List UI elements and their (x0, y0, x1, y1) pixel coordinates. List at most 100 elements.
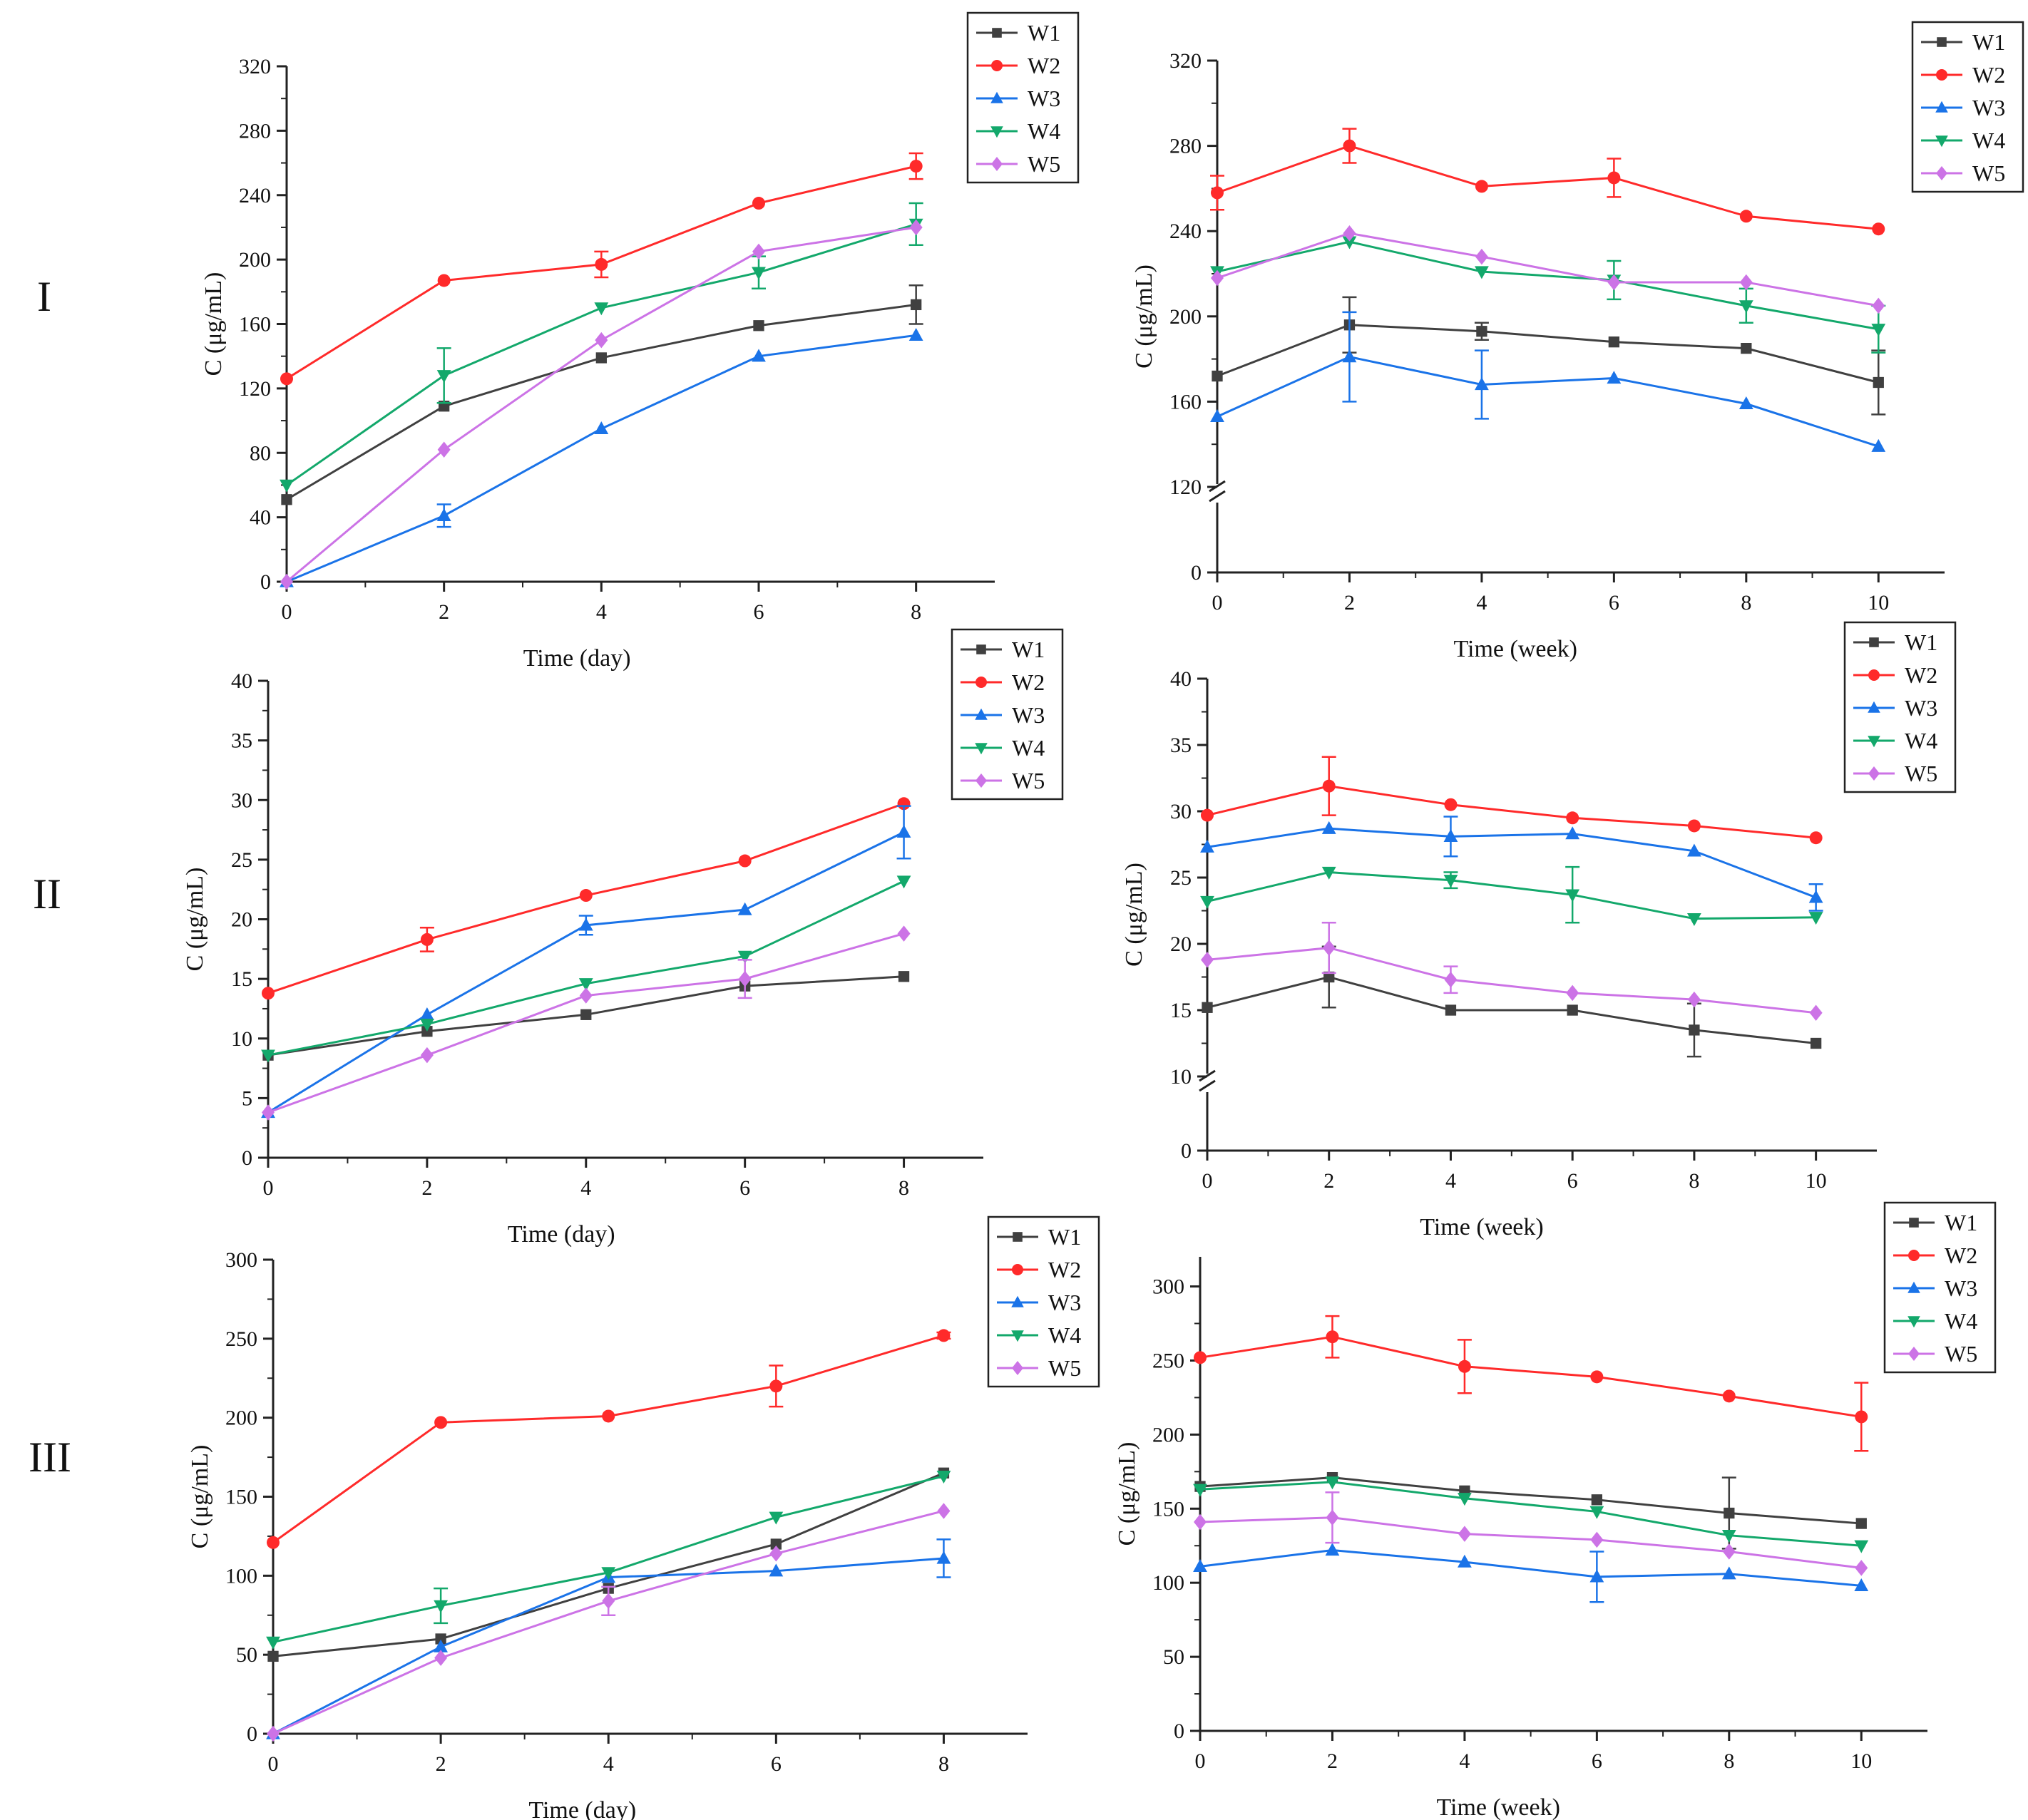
data-point (911, 299, 922, 311)
y-axis-label: C (μg/mL) (200, 272, 227, 376)
series-line (1217, 324, 1879, 384)
data-point (1607, 371, 1622, 384)
legend-marker (1011, 1295, 1024, 1307)
legend-marker (975, 708, 988, 720)
chart-II-day: 0 2 4 6 8 0 5 10 15 20 25 30 35 40 Time (day) C (μg/mL)… (182, 628, 1064, 1248)
legend-marker (1907, 1316, 1920, 1328)
data-point (1809, 831, 1823, 845)
legend-label: W5 (1972, 160, 2005, 186)
series-W2 (1201, 756, 1823, 845)
data-point (420, 932, 434, 946)
y-tick-label: 0 (1191, 561, 1202, 585)
legend-marker (975, 677, 987, 688)
data-point (769, 1563, 784, 1577)
y-tick-label: 0 (247, 1722, 257, 1746)
legend-label: W2 (1945, 1243, 1977, 1268)
series-W4 (1200, 865, 1823, 927)
y-tick-label: 0 (1174, 1719, 1184, 1743)
x-tick-label: 8 (1724, 1749, 1734, 1773)
axis-break-mark (1209, 490, 1226, 503)
data-point (602, 1409, 615, 1423)
data-point (419, 1019, 434, 1032)
x-tick-label: 4 (580, 1176, 591, 1200)
data-point (1687, 913, 1701, 927)
legend: W1 W2 W3 W4 W5 (987, 1215, 1100, 1388)
data-point (1325, 1476, 1340, 1490)
data-point (752, 197, 765, 210)
data-point (1872, 297, 1885, 314)
legend-marker (1908, 1347, 1920, 1361)
series-W5 (267, 1503, 951, 1742)
legend-marker (976, 644, 986, 654)
y-tick-label: 150 (225, 1486, 257, 1509)
y-tick-label: 300 (1152, 1275, 1184, 1299)
data-point (737, 902, 752, 915)
legend-label: W3 (1028, 86, 1060, 111)
data-point (1342, 349, 1357, 363)
x-tick-label: 4 (596, 600, 607, 624)
y-tick-label: 300 (225, 1248, 257, 1272)
y-tick-label: 30 (231, 788, 252, 812)
data-point (1343, 139, 1356, 153)
series-line (1217, 240, 1879, 331)
data-point (1808, 912, 1823, 925)
data-point (1211, 186, 1224, 200)
data-point (1445, 1004, 1457, 1016)
legend-label: W3 (1012, 702, 1045, 728)
row-label-II: II (33, 870, 61, 917)
series-W2 (280, 152, 923, 386)
legend-marker (990, 91, 1003, 103)
data-point (602, 1593, 615, 1610)
x-tick-label: 0 (263, 1176, 274, 1200)
data-point (1591, 1494, 1603, 1506)
y-tick-label: 320 (239, 55, 271, 78)
data-point (436, 508, 451, 522)
data-point (1322, 779, 1336, 793)
legend-marker (1908, 1250, 1920, 1261)
legend-marker (1937, 37, 1947, 47)
x-tick-label: 4 (603, 1752, 614, 1776)
legend-marker (991, 157, 1003, 171)
data-point (280, 372, 293, 386)
legend-label: W1 (1905, 629, 1937, 655)
data-point (1565, 826, 1580, 840)
series-line (272, 1334, 944, 1544)
data-point (1687, 991, 1701, 1008)
data-point (1722, 1543, 1736, 1560)
series-W2 (1210, 128, 1885, 236)
data-point (1589, 1569, 1604, 1583)
data-point (434, 1416, 448, 1429)
x-tick-label: 4 (1459, 1749, 1470, 1773)
data-point (1738, 396, 1753, 410)
data-point (580, 1009, 592, 1020)
data-point (1566, 984, 1579, 1002)
y-tick-label: 10 (231, 1027, 252, 1051)
data-point (752, 349, 766, 362)
y-tick-label: 250 (1152, 1349, 1184, 1372)
data-point (752, 243, 765, 260)
data-point (738, 970, 752, 987)
y-tick-label: 120 (1169, 475, 1202, 499)
data-point (437, 441, 451, 458)
data-point (1590, 1370, 1604, 1384)
legend-marker (1869, 637, 1879, 647)
data-point (1741, 343, 1752, 354)
x-axis-label: Time (week) (1420, 1214, 1543, 1240)
data-point (909, 160, 923, 173)
series-W1 (281, 284, 923, 505)
data-point (1739, 274, 1753, 291)
legend-marker (1013, 1232, 1023, 1242)
y-tick-label: 50 (236, 1643, 257, 1667)
x-tick-label: 2 (1323, 1169, 1334, 1193)
data-point (1443, 828, 1458, 842)
legend-label: W5 (1945, 1341, 1977, 1367)
data-point (1871, 324, 1886, 337)
y-tick-label: 150 (1152, 1497, 1184, 1521)
x-tick-label: 6 (754, 600, 764, 624)
row-label-I: I (37, 273, 51, 320)
chart-II-week: 0 2 4 6 8 10 0 10 15 20 25 30 35 40 Time (week) C (μg/m… (1121, 621, 1957, 1240)
data-point (752, 267, 766, 280)
series-W3 (280, 327, 923, 587)
series-W5 (280, 219, 923, 590)
series-W2 (262, 797, 911, 1000)
